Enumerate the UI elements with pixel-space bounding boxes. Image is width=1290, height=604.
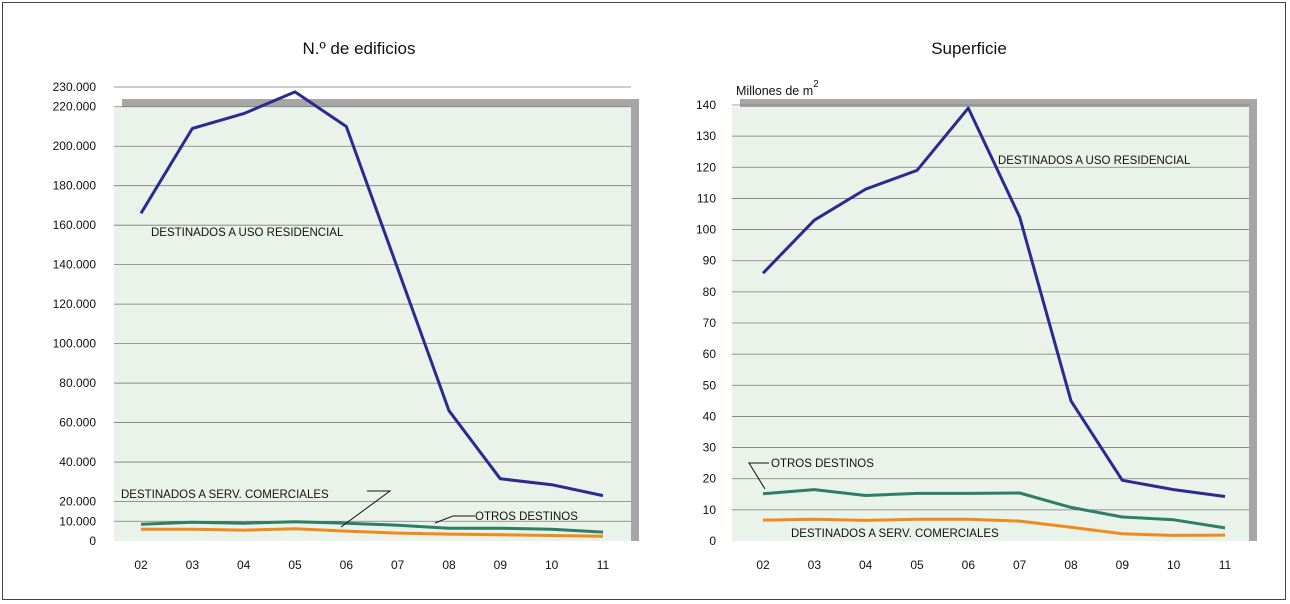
y-tick-label: 20 (703, 472, 717, 486)
annotation-leader-comerciales (340, 490, 392, 528)
x-tick-label: 08 (442, 558, 456, 572)
y-tick-label: 80 (703, 285, 717, 299)
charts-canvas: N.º de edificios 0 10.000 20.000 40.000 60.0… (53, 39, 1257, 572)
y-tick-label: 100 (696, 223, 716, 237)
chart-edificios: N.º de edificios 0 10.000 20.000 40.000 60.0… (53, 39, 639, 572)
y-tick-label: 160.000 (53, 218, 97, 232)
y-axis-unit-text: Millones de m (736, 84, 813, 98)
x-tick-label: 09 (1116, 558, 1130, 572)
x-tick-label: 06 (340, 558, 354, 572)
annotation-leader-otros (434, 515, 475, 524)
series-line-destinados-a-uso-residencial (761, 106, 1226, 498)
x-tick-label: 03 (186, 558, 200, 572)
gridlines-superficie (732, 104, 1249, 511)
x-tick-label: 05 (910, 558, 924, 572)
y-tick-label: 220.000 (53, 100, 97, 114)
y-tick-label: 90 (703, 254, 717, 268)
x-tick-label: 07 (391, 558, 405, 572)
x-axis-ticks-superficie: 02 03 04 05 06 07 08 09 10 11 (756, 558, 1231, 572)
y-tick-label: 60.000 (59, 416, 96, 430)
y-tick-label: 70 (703, 316, 717, 330)
y-tick-label: 0 (89, 534, 96, 548)
series-lines-edificios (139, 90, 604, 538)
series-line-otros-destinos (762, 488, 1226, 530)
y-tick-label: 20.000 (59, 495, 96, 509)
annotation-leader-otros-superficie (748, 462, 769, 490)
y-tick-label: 50 (703, 378, 717, 392)
x-tick-label: 06 (962, 558, 976, 572)
x-tick-label: 09 (494, 558, 508, 572)
series-line-destinados-a-serv-comerciales (762, 517, 1226, 537)
y-tick-label: 80.000 (59, 376, 96, 390)
series-line-otros-destinos (140, 520, 604, 534)
y-axis-unit-label: Millones de m2 (736, 79, 819, 98)
series-line-destinados-a-uso-residencial (139, 90, 604, 498)
y-tick-label: 100.000 (53, 337, 97, 351)
annotation-otros-edificios: OTROS DESTINOS (475, 511, 578, 523)
y-tick-label: 30 (703, 441, 717, 455)
y-axis-ticks-superficie: 0 10 20 30 40 50 60 70 80 90 100 110 120 130 140 (696, 98, 716, 548)
x-tick-label: 05 (288, 558, 302, 572)
y-tick-label: 110 (697, 191, 716, 205)
y-tick-label: 120 (696, 160, 716, 174)
x-tick-label: 11 (597, 558, 610, 572)
y-tick-label: 140.000 (53, 258, 97, 272)
series-lines-superficie (761, 106, 1226, 537)
y-tick-label: 10.000 (59, 514, 96, 528)
x-tick-label: 02 (134, 558, 148, 572)
x-tick-label: 10 (1167, 558, 1181, 572)
y-tick-label: 10 (703, 503, 717, 517)
x-tick-label: 07 (1013, 558, 1027, 572)
y-tick-label: 230.000 (53, 80, 97, 94)
y-tick-label: 120.000 (53, 297, 97, 311)
plot-area-edificios (114, 107, 631, 541)
y-axis-unit-superscript: 2 (813, 79, 819, 90)
chart-title-superficie: Superficie (931, 39, 1007, 58)
chart-title-edificios: N.º de edificios (303, 39, 416, 58)
y-tick-label: 40 (703, 409, 717, 423)
chart-superficie: Superficie Millones de m2 01020304050607… (696, 39, 1257, 572)
annotation-residencial-edificios: DESTINADOS A USO RESIDENCIAL (151, 227, 344, 239)
x-tick-label: 02 (756, 558, 770, 572)
x-tick-label: 08 (1064, 558, 1078, 572)
gridlines-edificios (114, 86, 631, 522)
y-tick-label: 40.000 (59, 455, 96, 469)
x-tick-label: 11 (1219, 558, 1232, 572)
x-tick-label: 10 (545, 558, 559, 572)
y-tick-label: 130 (696, 129, 716, 143)
y-tick-label: 0 (709, 534, 716, 548)
x-axis-ticks-edificios: 02 03 04 05 06 07 08 09 10 11 (134, 558, 609, 572)
y-axis-ticks-edificios: 0 10.000 20.000 40.000 60.000 80.000 100.000 12… (53, 80, 97, 548)
y-tick-label: 180.000 (53, 179, 97, 193)
x-tick-label: 03 (808, 558, 822, 572)
x-tick-label: 04 (859, 558, 873, 572)
series-line-destinados-a-serv-comerciales (141, 527, 604, 538)
plot-area-superficie (732, 107, 1249, 541)
annotation-comerciales-edificios: DESTINADOS A SERV. COMERCIALES (121, 489, 329, 501)
x-tick-label: 04 (237, 558, 251, 572)
annotation-residencial-superficie: DESTINADOS A USO RESIDENCIAL (998, 155, 1191, 167)
annotation-otros-superficie: OTROS DESTINOS (771, 458, 874, 470)
y-tick-label: 200.000 (53, 139, 97, 153)
y-tick-label: 140 (696, 98, 716, 112)
annotation-comerciales-superficie: DESTINADOS A SERV. COMERCIALES (791, 528, 999, 540)
y-tick-label: 60 (703, 347, 717, 361)
